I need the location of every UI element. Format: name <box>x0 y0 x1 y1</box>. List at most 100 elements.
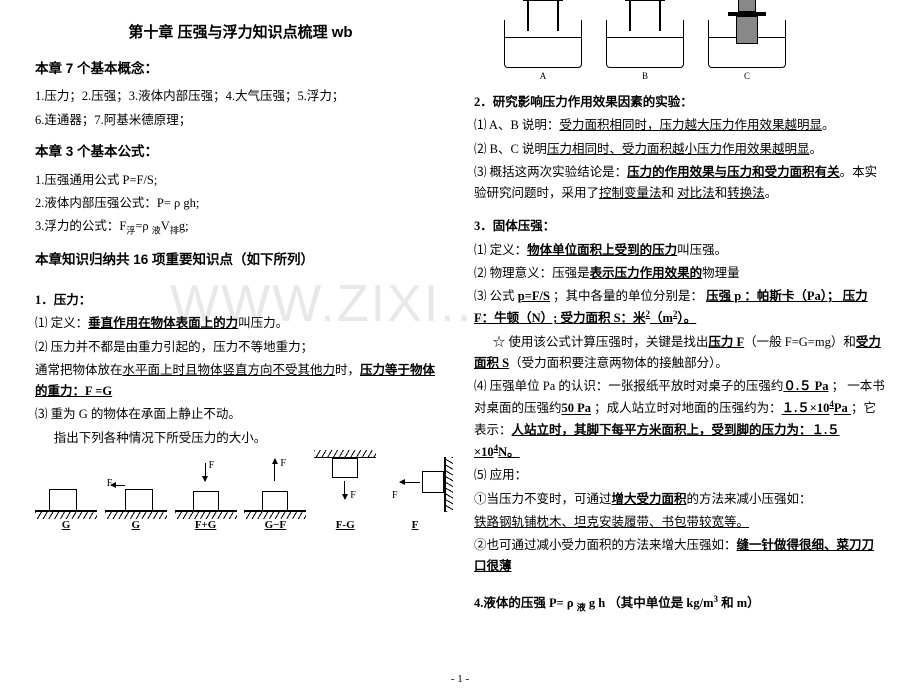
heading-formulas: 本章 3 个基本公式： <box>35 141 446 164</box>
container-c: C <box>708 20 786 68</box>
s1-2bc: 时， <box>335 363 360 377</box>
s3-4: ⑷ 压强单位 Pa 的认识：一张报纸平放时对桌子的压强约０.５ Pa ； 一本书… <box>474 376 885 463</box>
s2-2: ⑵ B、C 说明压力相同时、受力面积越小压力作用效果越明显。 <box>474 139 885 160</box>
clbl-a: A <box>504 69 582 84</box>
s21b: 受力面积相同时，压力越大压力作用效果越明显 <box>559 118 822 132</box>
fl4: F <box>350 487 356 504</box>
heading-points: 本章知识归纳共 16 项重要知识点（如下所列） <box>35 249 446 272</box>
sse: （受力面积要注意两物体的接触部分）。 <box>509 356 728 370</box>
s35b: 增大受力面积 <box>612 492 687 506</box>
s23a: ⑶ 概括这两次实验结论是： <box>474 165 627 179</box>
s34j: N。 <box>498 445 520 459</box>
s32a: ⑵ 物理意义：压强是 <box>474 266 590 280</box>
s34e: ；成人站立时对地面的压强约为： <box>591 402 782 416</box>
s2-3: ⑶ 概括这两次实验结论是：压力的作用效果与压力和受力面积有关。本实验研究问题时，… <box>474 162 885 205</box>
f3d: g; <box>179 219 189 233</box>
s23i: 。 <box>765 186 778 200</box>
fig-5: F <box>314 457 376 512</box>
s23b: 压力的作用效果与压力和受力面积有关 <box>627 165 840 179</box>
s35d: 铁路钢轨铺枕木、坦克安装履带、书包带较宽等。 <box>474 515 749 529</box>
s3-3: ⑶ 公式 p=F/S ；其中各量的单位分别是： 压强 p ：帕斯卡（Pa）； 压… <box>474 286 885 330</box>
fig-1 <box>35 457 97 512</box>
s34i: 人站立时，其脚下每平方米面积上，受到脚的压力为：１.５×10 <box>474 423 840 459</box>
s1-3b: 指出下列各种情况下所受压力的大小。 <box>35 428 446 449</box>
fig-3: F <box>175 457 237 512</box>
s1-1c: 叫压力。 <box>238 316 288 330</box>
s4a: 4.液体的压强 P= ρ <box>474 596 577 610</box>
s2-1: ⑴ A、B 说明：受力面积相同时，压力越大压力作用效果越明显。 <box>474 115 885 136</box>
clbl-b: B <box>606 69 684 84</box>
formula-2: 2.液体内部压强公式：P= ρ gh; <box>35 193 446 214</box>
s34g: Pa <box>834 402 851 416</box>
section1-heading: 1．压力： <box>35 290 446 311</box>
s3-5e: ②也可通过减小受力面积的方法来增大压强如：缝一针做得很细、菜刀刀口很薄 <box>474 535 885 578</box>
lbl4: F-G <box>314 516 376 535</box>
s23g: 和 <box>715 186 728 200</box>
fl5: F <box>392 487 398 504</box>
formula-1: 1.压强通用公式 P=F/S; <box>35 170 446 191</box>
s33c: ；其中各量的单位分别是： <box>550 289 706 303</box>
s3-1: ⑴ 定义：物体单位面积上受到的压力叫压强。 <box>474 240 885 261</box>
container-row: A B C <box>474 20 885 68</box>
s35a: ①当压力不变时，可通过 <box>474 492 612 506</box>
ssb: 压力 F <box>708 335 744 349</box>
s4c: 和 m） <box>718 596 760 610</box>
s3-star: ☆ 使用该公式计算压强时，关键是找出压力 F（一般 F=G=mg）和受力面积 S… <box>474 332 885 375</box>
s31a: ⑴ 定义： <box>474 243 527 257</box>
f3s3: 排 <box>170 226 179 236</box>
s4: 4.液体的压强 P= ρ 液 g h （其中单位是 kg/m3 和 m） <box>474 592 885 616</box>
left-column: 第十章 压强与浮力知识点梳理 wb 本章 7 个基本概念： 1.压力；2.压强；… <box>35 20 446 618</box>
f3s1: 浮 <box>126 226 135 236</box>
f3s2: 液 <box>152 226 161 236</box>
s22a: ⑵ B、C 说明 <box>474 142 547 156</box>
concepts-line2: 6.连通器；7.阿基米德原理； <box>35 110 446 131</box>
clbl-c: C <box>708 69 786 84</box>
s21c: 。 <box>822 118 835 132</box>
s1-2b: 通常把物体放在水平面上时且物体竖直方向不受其他力时，压力等于物体的重力：F =G <box>35 360 446 403</box>
s2-heading: 2．研究影响压力作用效果因素的实验： <box>474 92 885 113</box>
heading-concepts: 本章 7 个基本概念： <box>35 58 446 81</box>
s1-2ba: 通常把物体放在 <box>35 363 123 377</box>
f3a: 3.浮力的公式：F <box>35 219 126 233</box>
s34a: ⑷ 压强单位 Pa 的认识：一张报纸平放时对桌子的压强约 <box>474 379 783 393</box>
f3b: =ρ <box>135 219 151 233</box>
s33a: ⑶ 公式 <box>474 289 518 303</box>
f3c: V <box>161 219 170 233</box>
concepts-line1: 1.压力；2.压强；3.液体内部压强；4.大气压强；5.浮力； <box>35 86 446 107</box>
container-b: B <box>606 20 684 68</box>
fl2: F <box>209 457 215 474</box>
s1-2: ⑵ 压力并不都是由重力引起的，压力不等地重力； <box>35 337 446 358</box>
fig-4: F <box>244 457 306 512</box>
s35c: 的方法来减小压强如： <box>687 492 812 506</box>
s35e: ②也可通过减小受力面积的方法来增大压强如： <box>474 538 737 552</box>
s32b: 表示压力作用效果的 <box>590 266 703 280</box>
s3-heading: 3．固体压强： <box>474 216 885 237</box>
s4s: 液 <box>577 602 586 612</box>
s23e: 和 <box>662 186 678 200</box>
s31b: 物体单位面积上受到的压力 <box>527 243 677 257</box>
fl3: F <box>280 455 286 472</box>
s32c: 物理量 <box>702 266 740 280</box>
s23h: 转换法 <box>727 186 765 200</box>
s33f: ）。 <box>677 311 696 325</box>
s4b: g h （其中单位是 kg/m <box>586 596 714 610</box>
s33b: p=F/S <box>518 289 550 303</box>
fl1: F <box>107 475 113 492</box>
s22b: 压力相同时、受力面积越小压力作用效果越明显 <box>547 142 810 156</box>
s1-2bb: 水平面上时且物体竖直方向不受其他力 <box>123 363 336 377</box>
page-footer: - 1 - <box>0 670 920 689</box>
s34b: ０.５ Pa <box>783 379 828 393</box>
ssc: （一般 F=G=mg）和 <box>744 335 856 349</box>
s1-3: ⑶ 重为 G 的物体在承面上静止不动。 <box>35 404 446 425</box>
s34d: 50 Pa <box>562 402 592 416</box>
lbl5: F <box>384 516 446 535</box>
s3-5d: 铁路钢轨铺枕木、坦克安装履带、书包带较宽等。 <box>474 512 885 533</box>
ssa: ☆ 使用该公式计算压强时，关键是找出 <box>493 335 709 349</box>
s3-5: ⑸ 应用： <box>474 465 885 486</box>
s23d: 控制变量法 <box>599 186 662 200</box>
s33e: （m <box>650 311 673 325</box>
figure-row: F F F F <box>35 457 446 512</box>
formula-3: 3.浮力的公式：F浮=ρ 液V排g; <box>35 216 446 239</box>
s3-5a: ①当压力不变时，可通过增大受力面积的方法来减小压强如： <box>474 489 885 510</box>
s22c: 。 <box>809 142 822 156</box>
